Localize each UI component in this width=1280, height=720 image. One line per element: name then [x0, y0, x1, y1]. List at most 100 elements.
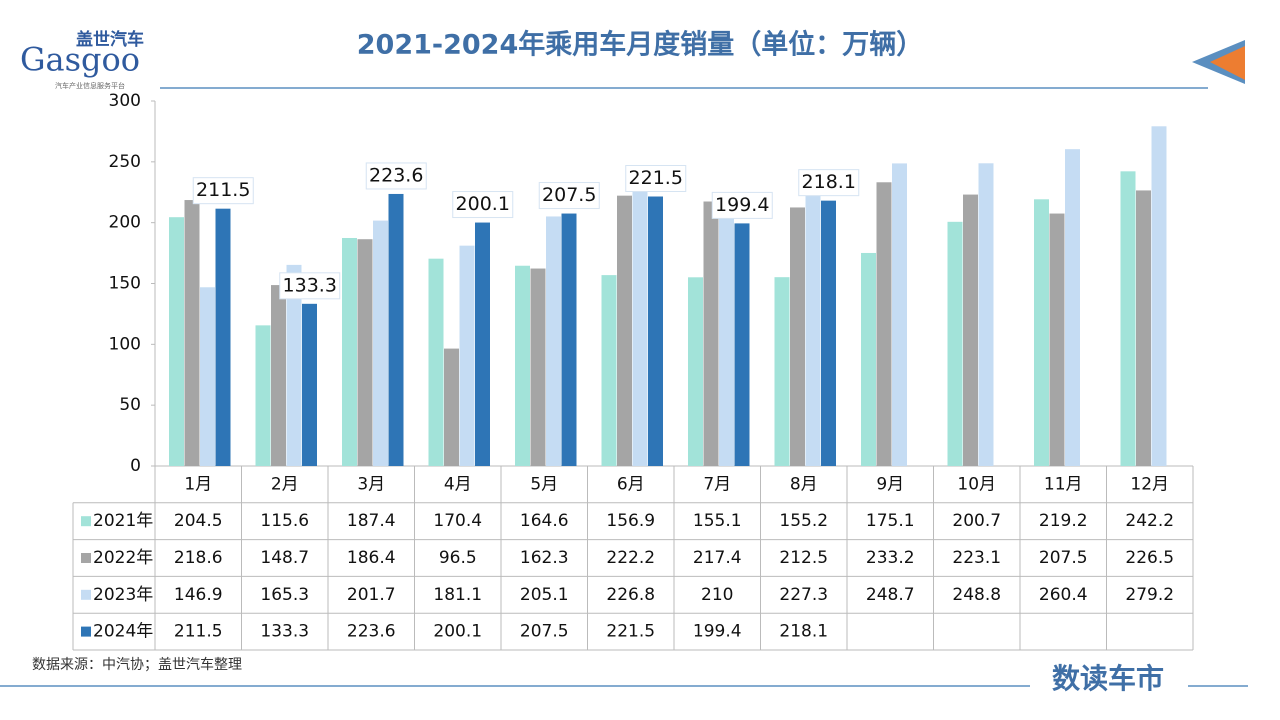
bar	[561, 213, 577, 466]
table-cell: 226.8	[606, 585, 655, 605]
arrow-orange	[1210, 46, 1245, 80]
bar	[515, 265, 530, 466]
x-tick-label: 5月	[530, 474, 558, 494]
x-tick-label: 3月	[357, 474, 385, 494]
bar	[428, 258, 444, 466]
bar	[286, 264, 302, 466]
x-tick-label: 4月	[444, 474, 472, 494]
table-cell: 248.8	[952, 585, 1001, 605]
source-note: 数据来源：中汽协；盖世汽车整理	[32, 656, 242, 673]
bar	[444, 348, 459, 466]
table-cell: 223.6	[347, 622, 396, 642]
bar	[184, 200, 200, 466]
data-label-box	[711, 191, 773, 219]
bar	[255, 325, 271, 466]
bar	[373, 220, 388, 466]
table-cell: 219.2	[1039, 511, 1088, 531]
bar	[459, 245, 475, 466]
data-label: 218.1	[802, 171, 856, 193]
x-tick-label: 2月	[271, 474, 299, 494]
bar	[703, 201, 719, 466]
table-cell: 201.7	[347, 585, 396, 605]
table-cell: 162.3	[520, 548, 569, 568]
bar	[388, 193, 404, 466]
x-tick-label: 6月	[617, 474, 645, 494]
x-tick-label: 9月	[876, 474, 904, 494]
bar	[1136, 190, 1151, 467]
bar	[632, 190, 648, 466]
legend-key	[81, 516, 91, 527]
bar	[892, 163, 907, 467]
data-label: 207.5	[542, 184, 596, 206]
table-cell: 204.5	[174, 511, 223, 531]
x-tick-label: 12月	[1130, 474, 1169, 494]
table-cell: 217.4	[693, 548, 742, 568]
logo-en: Gasgoo	[20, 41, 140, 79]
y-tick-label: 50	[119, 395, 141, 415]
x-tick-label: 8月	[790, 474, 818, 494]
data-label-box	[279, 272, 341, 300]
bar	[805, 189, 821, 466]
bar	[342, 237, 357, 466]
bar	[617, 195, 632, 466]
table-cell: 133.3	[260, 622, 309, 642]
data-label-box	[192, 177, 254, 205]
y-tick-label: 200	[109, 213, 141, 233]
bar	[530, 268, 546, 466]
data-label-box	[452, 191, 514, 219]
y-tick-label: 250	[109, 152, 141, 172]
table-cell: 186.4	[347, 548, 396, 568]
table-cell: 156.9	[606, 511, 655, 531]
table-cell: 170.4	[433, 511, 482, 531]
bar	[790, 207, 805, 467]
data-label: 221.5	[629, 167, 683, 189]
table-cell: 207.5	[1039, 548, 1088, 568]
bar	[475, 222, 490, 466]
y-tick-label: 150	[109, 274, 141, 294]
y-tick-label: 0	[130, 456, 141, 476]
bar	[271, 285, 286, 466]
table-cell: 223.1	[952, 548, 1001, 568]
table-cell: 218.6	[174, 548, 223, 568]
legend-label: 2024年	[93, 622, 153, 642]
table-cell: 226.5	[1125, 548, 1174, 568]
chart-title: 2021-2024年乘用车月度销量（单位：万辆）	[357, 29, 924, 61]
table-cell: 200.7	[952, 511, 1001, 531]
y-tick-label: 100	[109, 334, 141, 354]
data-label: 133.3	[283, 274, 337, 296]
table-cell: 155.1	[693, 511, 742, 531]
table-cell: 207.5	[520, 622, 569, 642]
bar	[648, 196, 663, 466]
x-tick-label: 7月	[703, 474, 731, 494]
legend-label: 2021年	[93, 511, 153, 531]
bar	[1065, 149, 1080, 466]
table-cell: 221.5	[606, 622, 655, 642]
table-cell: 148.7	[260, 548, 309, 568]
table-cell: 200.1	[433, 622, 482, 642]
table-cell: 146.9	[174, 585, 223, 605]
bar	[1049, 213, 1065, 466]
bar	[200, 287, 215, 466]
legend-key	[81, 589, 91, 600]
table-cell: 181.1	[433, 585, 482, 605]
table-cell: 155.2	[779, 511, 828, 531]
table-cell: 227.3	[779, 585, 828, 605]
bar	[821, 200, 836, 466]
bar	[215, 208, 231, 467]
legend-label: 2023年	[93, 585, 153, 605]
table-cell: 115.6	[260, 511, 309, 531]
table-cell: 218.1	[779, 622, 828, 642]
bar	[302, 303, 317, 466]
bar	[734, 223, 750, 466]
legend-key	[81, 626, 91, 637]
table-cell: 175.1	[866, 511, 915, 531]
bar	[978, 163, 994, 466]
table-cell: 210	[701, 585, 733, 605]
data-label: 211.5	[196, 179, 250, 201]
bar	[546, 216, 561, 466]
table-cell: 187.4	[347, 511, 396, 531]
bar	[1120, 171, 1136, 466]
table-cell: 248.7	[866, 585, 915, 605]
bar	[876, 182, 892, 467]
